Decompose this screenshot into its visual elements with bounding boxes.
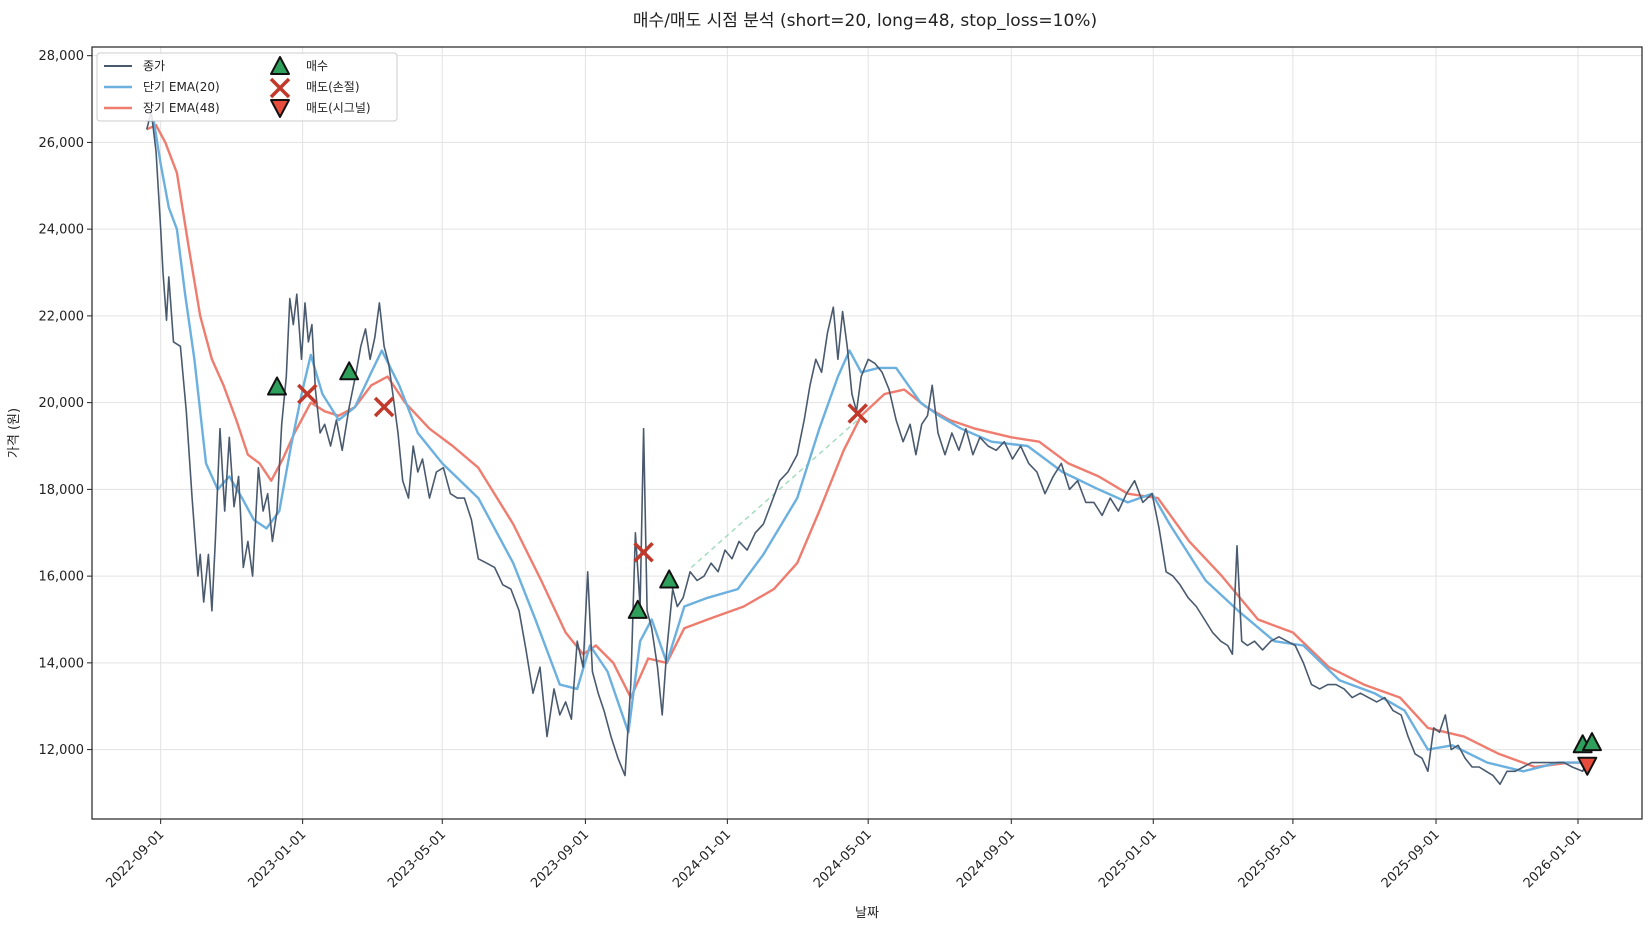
long-ema-line — [146, 123, 1589, 769]
x-tick-label: 2024-01-01 — [670, 827, 734, 891]
legend-stop-cross — [269, 77, 291, 99]
buy-marker — [267, 376, 288, 396]
legend-buy-triangle — [270, 56, 290, 75]
close-price-line — [145, 111, 1590, 786]
legend-swatch-sell-signal — [270, 99, 290, 118]
chart-title: 매수/매도 시점 분석 (short=20, long=48, stop_los… — [633, 11, 1097, 31]
x-axis-label: 날짜 — [855, 906, 879, 921]
x-tick-label: 2025-09-01 — [1379, 827, 1443, 891]
y-tick-label: 16,000 — [39, 570, 85, 585]
y-tick-label: 24,000 — [39, 223, 85, 238]
x-axis: 2022-09-01 2023-01-01 2023-05-01 2023-09-01… — [103, 819, 1585, 891]
y-tick-label: 28,000 — [39, 49, 85, 64]
cross-stroke — [847, 403, 868, 424]
buy-marker — [1581, 732, 1602, 752]
legend-label-short-ema: 단기 EMA(20) — [143, 80, 220, 94]
grid — [92, 47, 1642, 819]
plot-frame — [91, 46, 1643, 820]
x-tick-label: 2024-09-01 — [954, 827, 1018, 891]
y-tick-label: 22,000 — [39, 309, 85, 324]
x-tick-label: 2023-01-01 — [245, 827, 309, 891]
x-tick-label: 2023-05-01 — [385, 827, 449, 891]
x-tick-label: 2023-09-01 — [528, 827, 592, 891]
legend-label-buy: 매수 — [306, 59, 328, 73]
x-tick-label: 2022-09-01 — [103, 827, 167, 891]
cross-stroke — [269, 77, 291, 99]
legend-label-close: 종가 — [143, 59, 165, 73]
short-ema-line — [146, 119, 1589, 773]
x-tick-label: 2026-01-01 — [1521, 827, 1585, 891]
y-axis: 12,000 14,000 16,000 18,000 20,000 22,000 24,0… — [39, 49, 92, 758]
y-tick-label: 12,000 — [39, 743, 85, 758]
legend: 종가 단기 EMA(20) 장기 EMA(48) 매수 매도(손절) 매도(시그… — [96, 52, 398, 122]
x-tick-label: 2025-05-01 — [1236, 827, 1300, 891]
y-tick-label: 14,000 — [39, 656, 85, 671]
x-tick-label: 2025-01-01 — [1096, 827, 1160, 891]
y-tick-label: 18,000 — [39, 483, 85, 498]
legend-box — [96, 52, 398, 122]
legend-swatch-sell-stop — [269, 77, 291, 99]
sell-stop-marker — [847, 403, 868, 424]
legend-label-sell-stop: 매도(손절) — [306, 80, 360, 94]
x-tick-label: 2024-05-01 — [811, 827, 875, 891]
sell-signal-marker — [1577, 756, 1598, 776]
y-tick-label: 26,000 — [39, 136, 85, 151]
y-axis-label: 가격 (원) — [7, 408, 22, 458]
series-layer — [145, 111, 1590, 786]
legend-signal-triangle — [270, 99, 290, 118]
legend-swatch-buy — [270, 56, 290, 75]
legend-label-long-ema: 장기 EMA(48) — [143, 101, 220, 115]
y-tick-label: 20,000 — [39, 396, 85, 411]
sell-stop-marker — [633, 542, 654, 563]
cross-stroke — [297, 383, 318, 405]
marker-layer — [267, 361, 1602, 776]
buy-marker — [339, 361, 360, 381]
legend-label-sell-signal: 매도(시그널) — [306, 101, 371, 115]
cross-stroke — [373, 396, 395, 418]
cross-stroke — [633, 542, 654, 563]
sell-stop-marker — [373, 396, 395, 418]
sell-stop-marker — [297, 383, 318, 405]
buy-marker — [659, 569, 680, 589]
buy-marker — [627, 599, 648, 619]
